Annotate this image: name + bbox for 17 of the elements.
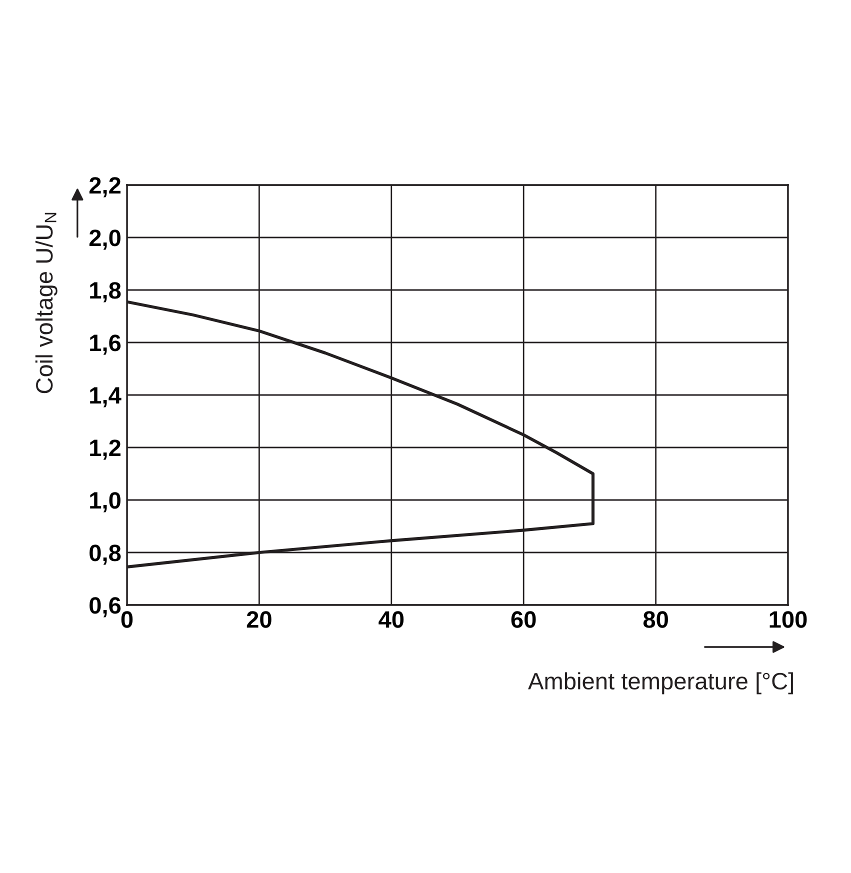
y-tick-label: 1,0 <box>90 492 120 512</box>
y-tick-label: 1,8 <box>90 282 121 302</box>
x-axis-title: Ambient temperature [°C] <box>528 672 793 694</box>
x-tick-label: 80 <box>643 611 668 628</box>
x-tick-label: 40 <box>378 611 404 628</box>
y-tick-label: 2,0 <box>89 230 120 250</box>
x-tick-label: 100 <box>770 611 807 628</box>
y-tick-label: 1,4 <box>90 387 122 408</box>
y-tick-label: 2,2 <box>89 177 120 198</box>
y-tick-label: 0,8 <box>90 544 121 565</box>
y-axis-title: Coil voltage U/U$_{N}$ <box>35 212 58 394</box>
x-tick-label: 60 <box>511 611 536 628</box>
y-tick-label: 1,2 <box>90 440 120 460</box>
x-tick-label: 20 <box>246 611 272 628</box>
x-tick-label: 0 <box>121 611 133 628</box>
y-tick-label: 0,6 <box>90 597 121 618</box>
y-tick-label: 1,6 <box>90 334 121 355</box>
